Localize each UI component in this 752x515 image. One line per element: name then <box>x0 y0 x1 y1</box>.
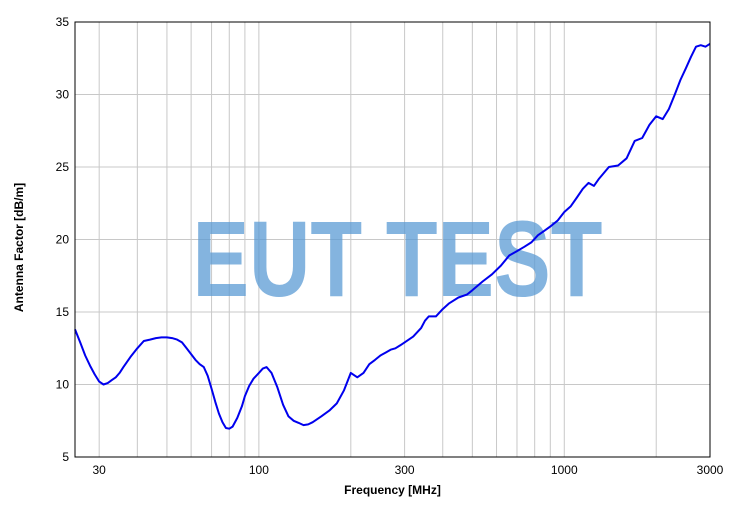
plot-frame <box>74 21 711 458</box>
y-tick-label: 30 <box>56 88 70 102</box>
y-tick-labels: 5 10 15 20 25 30 35 <box>56 15 70 464</box>
antenna-factor-line <box>74 42 711 430</box>
series-layer <box>74 42 711 430</box>
x-tick-labels: 30 100 300 1000 3000 <box>93 463 724 477</box>
y-tick-label: 20 <box>56 233 70 247</box>
x-axis-label: Frequency [MHz] <box>344 483 441 497</box>
watermark-text: EUT TEST <box>193 198 603 319</box>
y-tick-label: 5 <box>62 450 69 464</box>
watermark-layer: EUT TEST <box>193 198 603 319</box>
grid-layer <box>75 21 711 458</box>
x-tick-label: 1000 <box>551 463 578 477</box>
y-tick-label: 10 <box>56 378 70 392</box>
x-tick-label: 300 <box>395 463 415 477</box>
y-tick-label: 15 <box>56 305 70 319</box>
x-tick-label: 3000 <box>697 463 724 477</box>
x-tick-label: 100 <box>249 463 269 477</box>
x-tick-label: 30 <box>93 463 107 477</box>
y-tick-label: 25 <box>56 160 70 174</box>
y-tick-label: 35 <box>56 15 70 29</box>
y-axis-label: Antenna Factor [dB/m] <box>12 183 26 312</box>
